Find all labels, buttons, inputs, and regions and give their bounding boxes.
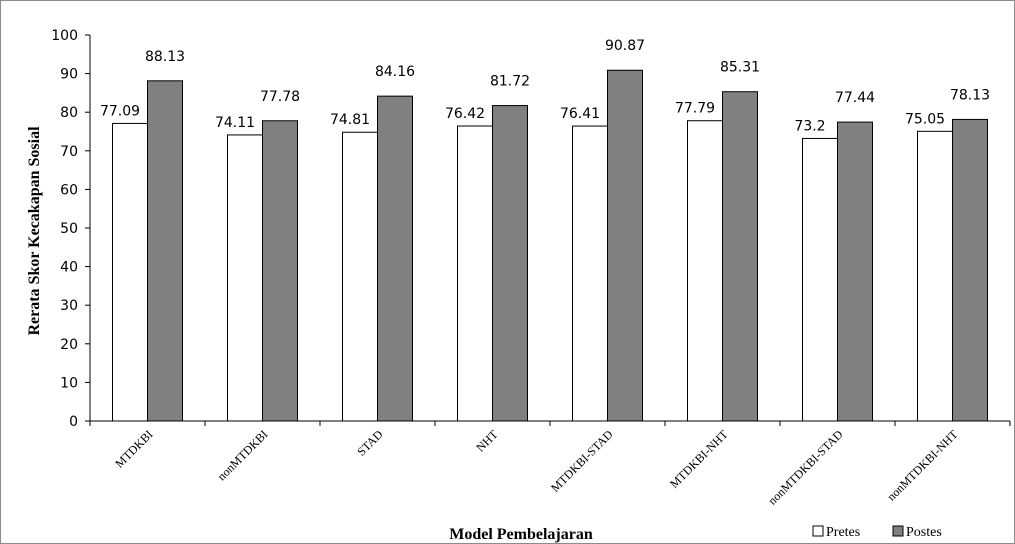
y-tick-label: 100 — [51, 28, 78, 44]
data-label-pretes: 75.05 — [905, 111, 945, 127]
data-label-pretes: 73.2 — [794, 118, 825, 134]
category-labels: MTDKBI nonMTDKBI STAD NHT MTDKBI-STAD MTDKBI-… — [112, 427, 961, 508]
bar-pretes — [112, 122, 148, 422]
y-tick-label: 90 — [60, 67, 78, 83]
data-label-pretes: 77.79 — [675, 101, 715, 117]
y-tick-label: 40 — [60, 260, 78, 276]
data-label-postes: 84.16 — [375, 64, 415, 80]
bar-postes — [147, 80, 183, 422]
legend-swatch-pretes — [812, 525, 824, 537]
data-label-pretes: 76.42 — [445, 106, 485, 122]
x-category-label: STAD — [354, 427, 386, 459]
bar-pretes — [342, 131, 378, 422]
data-label-postes: 88.13 — [145, 49, 185, 65]
y-axis-title: Rerata Skor Kecakapan Sosial — [26, 126, 43, 336]
bar-pretes — [687, 120, 723, 422]
data-label-postes: 85.31 — [720, 60, 760, 76]
data-label-pretes: 77.09 — [100, 103, 140, 119]
bar-pretes — [802, 137, 838, 422]
bar-pretes — [917, 130, 953, 422]
data-label-pretes: 74.11 — [215, 115, 255, 131]
x-category-label: MTDKBI — [112, 427, 155, 470]
bar-pretes — [227, 134, 263, 422]
bar-postes — [837, 121, 873, 422]
bar-pretes — [457, 125, 493, 422]
data-label-postes: 78.13 — [950, 87, 990, 103]
bar-pretes — [572, 125, 608, 422]
legend: Pretes Postes — [812, 525, 942, 540]
y-tick-label: 30 — [60, 298, 78, 314]
bar-postes — [492, 105, 528, 422]
y-tick-label: 80 — [60, 105, 78, 121]
legend-swatch-postes — [892, 525, 904, 537]
data-label-postes: 81.72 — [490, 74, 530, 90]
data-label-postes: 77.78 — [260, 89, 300, 105]
data-labels: 77.09 88.13 74.11 77.78 74.81 84.16 76.42 81.72… — [100, 38, 990, 134]
data-label-pretes: 74.81 — [330, 112, 370, 128]
x-category-label: nonMTDKBI — [215, 427, 271, 483]
data-label-postes: 90.87 — [605, 38, 645, 54]
y-tick-label: 10 — [60, 375, 78, 391]
y-tick-label: 50 — [60, 221, 78, 237]
bar-postes — [607, 69, 643, 422]
bars — [112, 69, 988, 422]
x-axis-ticks — [89, 421, 1011, 426]
x-axis-title: Model Pembelajaran — [449, 526, 593, 543]
y-tick-label: 70 — [60, 144, 78, 160]
y-axis-ticks: 0 10 20 30 40 50 60 70 80 90 100 — [51, 28, 90, 430]
legend-label-pretes: Pretes — [826, 525, 860, 540]
bar-postes — [722, 91, 758, 422]
x-category-label: MTDKBI-NHT — [667, 427, 731, 491]
y-tick-label: 0 — [69, 414, 78, 430]
x-category-label: MTDKBI-STAD — [548, 427, 616, 495]
bar-postes — [952, 118, 988, 422]
x-category-label: nonMTDKBI-NHT — [884, 427, 961, 504]
y-tick-label: 60 — [60, 182, 78, 198]
bar-postes — [377, 95, 413, 422]
y-tick-label: 20 — [60, 337, 78, 353]
legend-label-postes: Postes — [906, 525, 942, 540]
x-category-label: nonMTDKBI-STAD — [765, 427, 846, 508]
data-label-pretes: 76.41 — [560, 106, 600, 122]
bar-postes — [262, 120, 298, 422]
x-category-label: NHT — [473, 427, 501, 455]
data-label-postes: 77.44 — [835, 90, 875, 106]
